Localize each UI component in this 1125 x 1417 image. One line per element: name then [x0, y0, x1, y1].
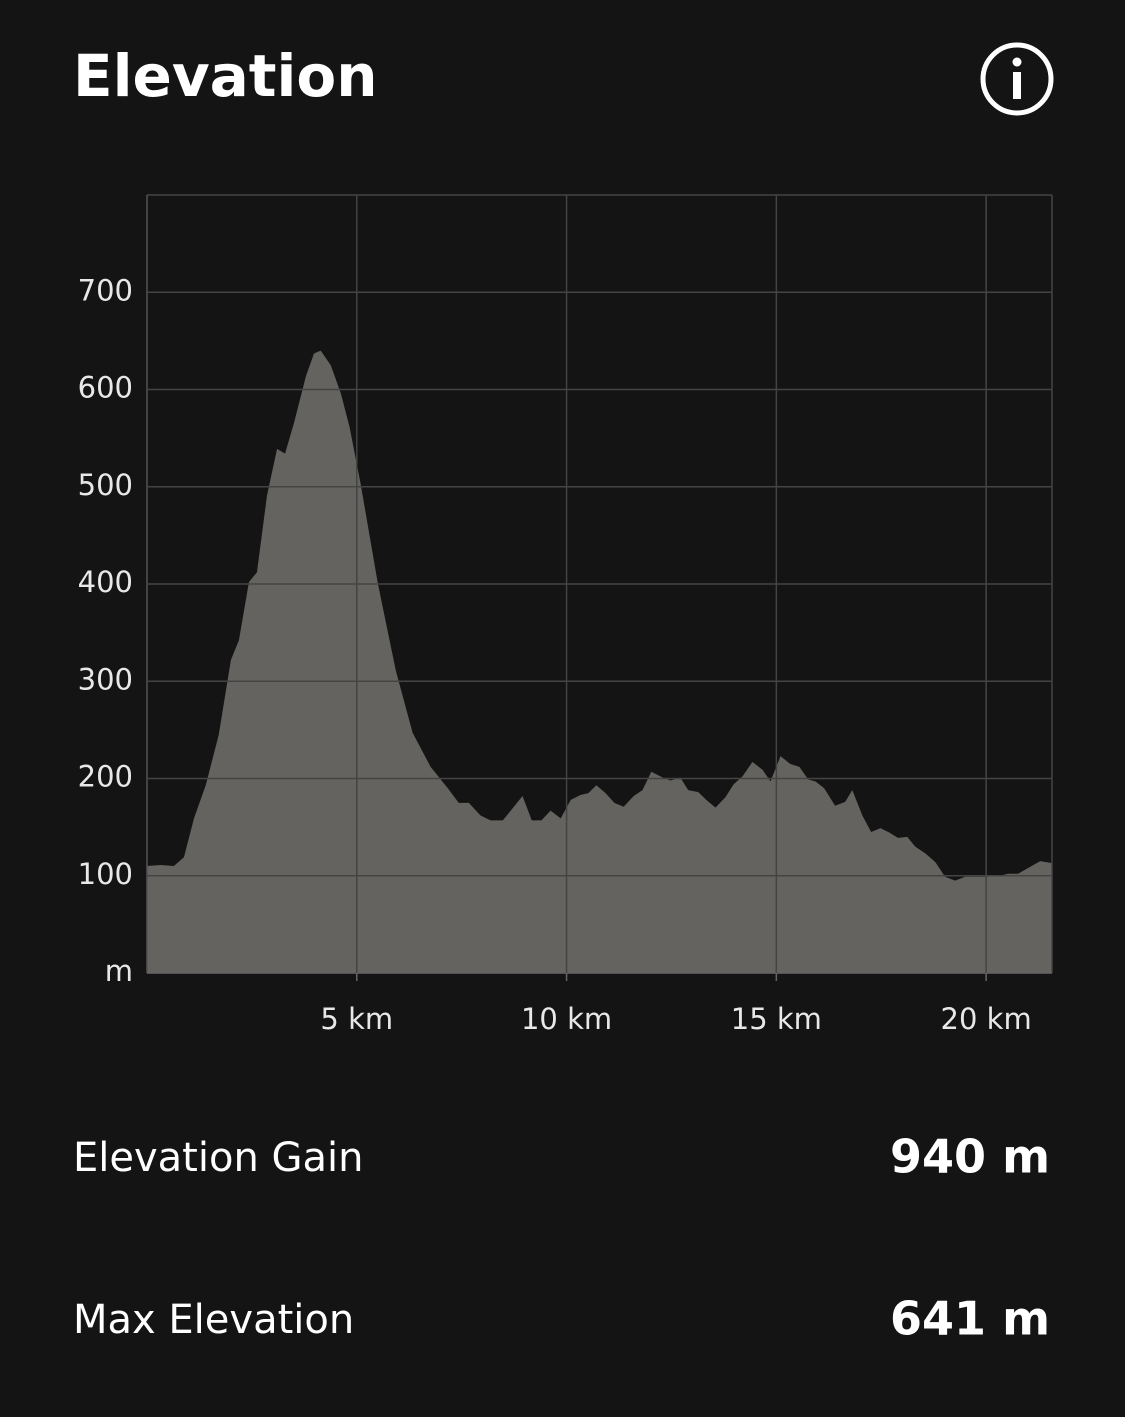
info-icon[interactable] — [980, 42, 1054, 116]
y-tick-label: 100 — [78, 857, 133, 891]
x-tick-label: 5 km — [320, 1002, 393, 1036]
y-tick-label: 400 — [78, 565, 133, 599]
chart: m 100 200 300 400 500 600 700 5 km 10 km 15 km 20 k… — [78, 194, 1053, 1036]
y-tick-label: 300 — [78, 662, 133, 696]
y-tick-label: 700 — [78, 273, 133, 307]
y-tick-label: m — [105, 954, 133, 988]
y-tick-label: 500 — [78, 468, 133, 502]
stat-label: Elevation Gain — [73, 1135, 364, 1181]
info-button[interactable] — [980, 42, 1054, 116]
x-tick-label: 10 km — [521, 1002, 612, 1036]
y-tick-label: 200 — [78, 760, 133, 794]
y-tick-label: 600 — [78, 371, 133, 405]
stat-label: Max Elevation — [73, 1297, 354, 1343]
info-icon-bar[interactable] — [1013, 72, 1021, 99]
x-tick-label: 15 km — [731, 1002, 822, 1036]
elevation-area — [147, 350, 1052, 974]
info-icon-dot[interactable] — [1012, 57, 1022, 67]
stat-value: 940 m — [890, 1130, 1050, 1184]
card-title: Elevation — [73, 42, 378, 110]
stat-value: 641 m — [890, 1292, 1050, 1346]
x-tick-label: 20 km — [941, 1002, 1032, 1036]
